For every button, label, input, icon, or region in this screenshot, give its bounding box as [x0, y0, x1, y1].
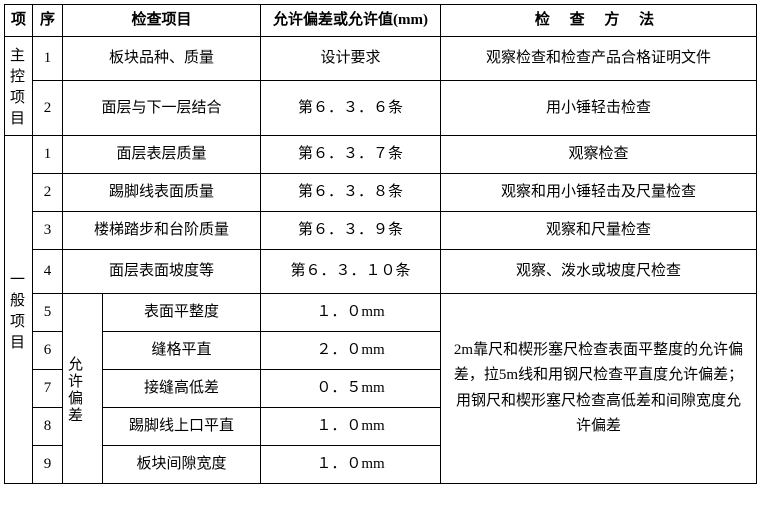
cell-seq: 2	[33, 81, 63, 136]
cell-method: 观察、泼水或坡度尺检查	[441, 250, 757, 294]
cell-tolerance: 第６．３．７条	[261, 136, 441, 174]
header-tolerance: 允许偏差或允许值(mm)	[261, 5, 441, 37]
cell-item: 踢脚线上口平直	[103, 408, 261, 446]
cell-item: 板块品种、质量	[63, 37, 261, 81]
table-row: 5 允许偏差 表面平整度 １．０mm 2m靠尺和楔形塞尺检查表面平整度的允许偏差…	[5, 294, 757, 332]
cell-seq: 1	[33, 37, 63, 81]
header-category: 项	[5, 5, 33, 37]
cell-tolerance: 第６．３．８条	[261, 174, 441, 212]
cell-tolerance: 设计要求	[261, 37, 441, 81]
table-row: 3 楼梯踏步和台阶质量 第６．３．９条 观察和尺量检查	[5, 212, 757, 250]
header-item: 检查项目	[63, 5, 261, 37]
cell-tolerance: １．０mm	[261, 294, 441, 332]
cell-tolerance: １．０mm	[261, 408, 441, 446]
cell-method: 观察检查	[441, 136, 757, 174]
table-row: 4 面层表面坡度等 第６．３．１０条 观察、泼水或坡度尺检查	[5, 250, 757, 294]
cell-item: 板块间隙宽度	[103, 446, 261, 484]
cell-method: 观察检查和检查产品合格证明文件	[441, 37, 757, 81]
cell-item: 楼梯踏步和台阶质量	[63, 212, 261, 250]
cell-seq: 9	[33, 446, 63, 484]
cell-method-merged: 2m靠尺和楔形塞尺检查表面平整度的允许偏差，拉5m线和用钢尺检查平直度允许偏差；…	[441, 294, 757, 484]
cell-item: 缝格平直	[103, 332, 261, 370]
cell-tolerance: １．０mm	[261, 446, 441, 484]
table-row: 2 面层与下一层结合 第６．３．６条 用小锤轻击检查	[5, 81, 757, 136]
group-label: 主控项目	[5, 41, 26, 131]
table-row: 主控项目 1 板块品种、质量 设计要求 观察检查和检查产品合格证明文件	[5, 37, 757, 81]
table-header-row: 项 序 检查项目 允许偏差或允许值(mm) 检 查 方 法	[5, 5, 757, 37]
group-label: 一般项目	[5, 265, 26, 355]
cell-tolerance: 第６．３．１０条	[261, 250, 441, 294]
cell-seq: 5	[33, 294, 63, 332]
cell-seq: 8	[33, 408, 63, 446]
cell-seq: 3	[33, 212, 63, 250]
cell-tolerance: 第６．３．９条	[261, 212, 441, 250]
group-main-control: 主控项目	[5, 37, 33, 136]
cell-item: 接缝高低差	[103, 370, 261, 408]
cell-seq: 2	[33, 174, 63, 212]
cell-item: 表面平整度	[103, 294, 261, 332]
group-allow-dev: 允许偏差	[63, 294, 103, 484]
cell-seq: 4	[33, 250, 63, 294]
cell-item: 踢脚线表面质量	[63, 174, 261, 212]
cell-seq: 7	[33, 370, 63, 408]
cell-item: 面层与下一层结合	[63, 81, 261, 136]
cell-method: 观察和尺量检查	[441, 212, 757, 250]
cell-seq: 6	[33, 332, 63, 370]
cell-method: 用小锤轻击检查	[441, 81, 757, 136]
cell-seq: 1	[33, 136, 63, 174]
inspection-table: 项 序 检查项目 允许偏差或允许值(mm) 检 查 方 法 主控项目 1 板块品…	[4, 4, 757, 484]
table-row: 一般项目 1 面层表层质量 第６．３．７条 观察检查	[5, 136, 757, 174]
cell-method: 观察和用小锤轻击及尺量检查	[441, 174, 757, 212]
group-general: 一般项目	[5, 136, 33, 484]
cell-tolerance: ２．０mm	[261, 332, 441, 370]
cell-item: 面层表层质量	[63, 136, 261, 174]
group-label: 允许偏差	[63, 354, 84, 424]
header-method: 检 查 方 法	[441, 5, 757, 37]
header-seq: 序	[33, 5, 63, 37]
cell-tolerance: ０．５mm	[261, 370, 441, 408]
cell-tolerance: 第６．３．６条	[261, 81, 441, 136]
table-row: 2 踢脚线表面质量 第６．３．８条 观察和用小锤轻击及尺量检查	[5, 174, 757, 212]
cell-item: 面层表面坡度等	[63, 250, 261, 294]
